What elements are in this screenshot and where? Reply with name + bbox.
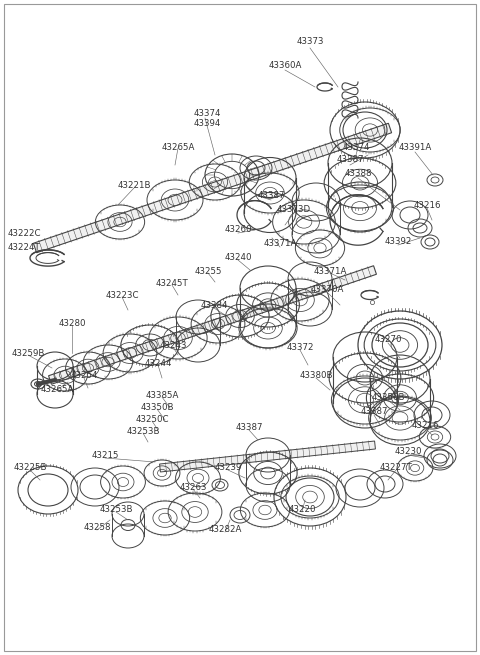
Text: 43388: 43388 [344, 168, 372, 178]
Text: 43373D: 43373D [277, 206, 311, 214]
Text: 43255: 43255 [194, 267, 222, 276]
Text: 43225B: 43225B [13, 464, 47, 472]
Polygon shape [159, 441, 375, 472]
Text: 43372: 43372 [286, 343, 314, 352]
Text: 43282A: 43282A [208, 525, 242, 534]
Text: 43253B: 43253B [99, 506, 133, 514]
Text: 43387: 43387 [235, 422, 263, 432]
Text: 43265A: 43265A [40, 384, 74, 394]
Text: 43216: 43216 [413, 200, 441, 210]
Text: 43392: 43392 [384, 238, 412, 246]
Text: 43385A: 43385A [145, 390, 179, 400]
Text: 43221B: 43221B [117, 181, 151, 189]
Text: 43370A: 43370A [310, 284, 344, 293]
Text: 43384: 43384 [200, 301, 228, 310]
Text: 43216: 43216 [411, 421, 439, 430]
Text: 43243: 43243 [159, 341, 187, 350]
Text: 43254: 43254 [70, 371, 98, 381]
Text: 43380B: 43380B [299, 371, 333, 379]
Text: 43224T: 43224T [8, 244, 40, 252]
Text: 43259B: 43259B [12, 348, 45, 358]
Text: 43222C: 43222C [7, 229, 41, 238]
Text: 43371A: 43371A [313, 267, 347, 276]
Text: 43220: 43220 [288, 506, 316, 514]
Text: 43387: 43387 [336, 155, 364, 164]
Text: 43371A: 43371A [264, 238, 297, 248]
Text: 43227T: 43227T [380, 464, 412, 472]
Text: 43373: 43373 [296, 37, 324, 47]
Text: 43270: 43270 [374, 335, 402, 345]
Text: 43387: 43387 [257, 191, 285, 200]
Text: 43374: 43374 [193, 109, 221, 117]
Text: 43394: 43394 [193, 119, 221, 128]
Text: 43244: 43244 [144, 358, 172, 367]
Text: 43250C: 43250C [135, 415, 169, 424]
Text: 43223C: 43223C [105, 291, 139, 299]
Text: 43263: 43263 [179, 483, 207, 491]
Text: 43230: 43230 [394, 447, 422, 457]
Text: 43374: 43374 [342, 143, 370, 153]
Text: 43350B: 43350B [140, 403, 174, 411]
Text: 43387: 43387 [360, 407, 388, 417]
Text: 43239: 43239 [214, 464, 242, 472]
Text: 43280: 43280 [58, 318, 86, 328]
Text: 43391A: 43391A [398, 143, 432, 153]
Text: 43260: 43260 [224, 225, 252, 234]
Text: 43253B: 43253B [126, 428, 160, 436]
Text: 43245T: 43245T [156, 278, 188, 288]
Text: 43360A: 43360A [268, 60, 302, 69]
Polygon shape [48, 266, 376, 384]
Text: 43240: 43240 [224, 252, 252, 261]
Text: 43265A: 43265A [161, 143, 195, 153]
Text: 43350B: 43350B [371, 392, 405, 402]
Polygon shape [34, 123, 392, 253]
Text: 43215: 43215 [91, 451, 119, 460]
Text: 43258: 43258 [83, 523, 111, 533]
